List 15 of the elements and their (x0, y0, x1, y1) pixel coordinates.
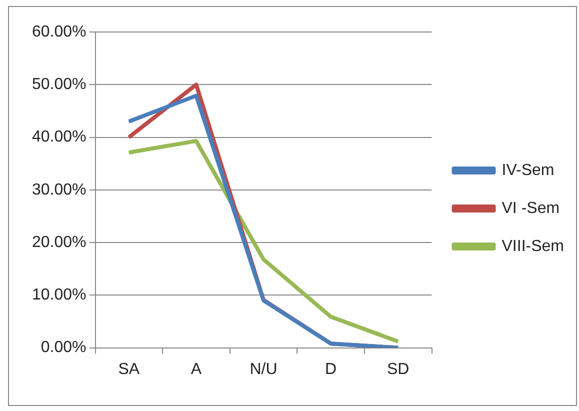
legend-label: IV-Sem (502, 162, 554, 179)
y-tick-label: 10.00% (32, 286, 86, 304)
y-tick-label: 0.00% (40, 339, 86, 356)
y-tick-label: 20.00% (32, 234, 86, 251)
y-tick-label: 50.00% (32, 76, 86, 94)
x-tick-label: D (325, 360, 337, 378)
x-tick-label: A (190, 360, 202, 378)
y-tick-label: 40.00% (32, 128, 86, 146)
y-tick-label: 30.00% (32, 181, 86, 198)
legend-label: VIII-Sem (502, 238, 564, 255)
y-tick-label: 60.00% (32, 23, 86, 40)
x-tick-label: N/U (250, 360, 278, 378)
x-tick-label: SA (118, 360, 140, 378)
x-tick-label: SD (386, 360, 410, 378)
legend-label: VI -Sem (502, 200, 560, 217)
